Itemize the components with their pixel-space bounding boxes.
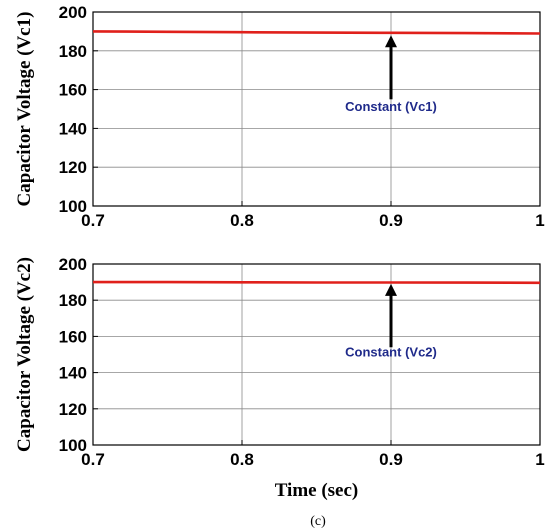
axes-box <box>92 263 541 446</box>
y-tick-label: 180 <box>59 291 87 310</box>
series-line <box>93 280 541 285</box>
figure-caption: (c) <box>310 514 326 529</box>
x-tick-label: 0.8 <box>230 450 254 469</box>
y-tick-label: 200 <box>59 3 87 22</box>
x-tick-label: 1 <box>535 450 544 469</box>
y-tick-label: 160 <box>59 81 87 100</box>
axes-box <box>92 11 541 207</box>
annotation-label: Constant (Vc1) <box>345 99 437 114</box>
annotation-label: Constant (Vc2) <box>345 344 437 359</box>
x-tick-label: 1 <box>535 211 544 230</box>
arrow-up-icon <box>385 35 397 48</box>
x-tick-label: 0.7 <box>81 450 105 469</box>
y-tick-label: 160 <box>59 327 87 346</box>
x-tick-label: 0.9 <box>379 211 403 230</box>
y-tick-label: 100 <box>59 436 87 455</box>
y-tick-label: 120 <box>59 400 87 419</box>
plot-vc1: 0.7 0.8 0.9 1 100 120 140 160 180 200 Capacitor Vo… <box>14 3 545 230</box>
y-axis-label: Capacitor Voltage (Vc1) <box>14 12 35 207</box>
plot-vc2: 0.7 0.8 0.9 1 100 120 140 160 180 200 Capacitor Vo… <box>14 255 545 501</box>
y-tick-label: 140 <box>59 364 87 383</box>
x-axis-label: Time (sec) <box>275 480 359 501</box>
y-tick-label: 200 <box>59 255 87 274</box>
arrow-up-icon <box>385 283 397 296</box>
y-axis-label: Capacitor Voltage (Vc2) <box>14 257 35 452</box>
x-tick-label: 0.8 <box>230 211 254 230</box>
x-tick-label: 0.7 <box>81 211 105 230</box>
y-tick-label: 180 <box>59 42 87 61</box>
y-tick-label: 120 <box>59 158 87 177</box>
series-line <box>92 30 541 35</box>
y-tick-label: 140 <box>59 119 87 138</box>
x-tick-label: 0.9 <box>379 450 403 469</box>
y-tick-label: 100 <box>59 197 87 216</box>
